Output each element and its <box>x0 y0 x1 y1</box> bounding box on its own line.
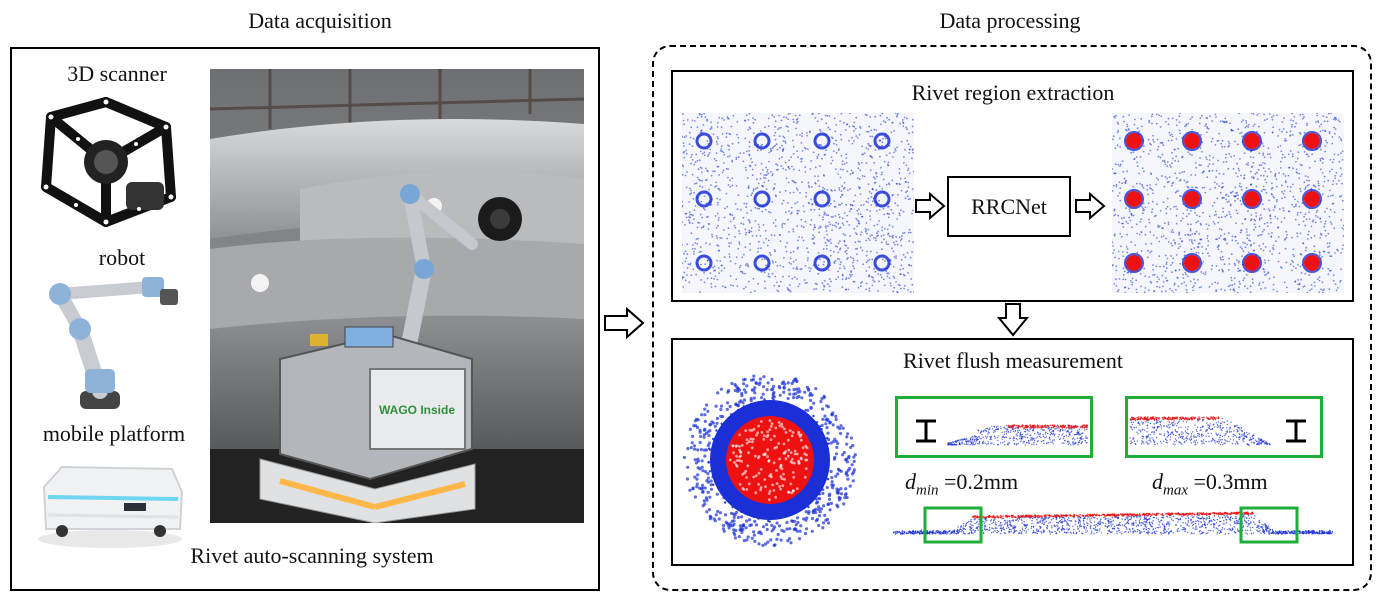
scanning-system-photo: WAGO Inside <box>210 69 584 523</box>
system-caption: Rivet auto-scanning system <box>190 543 434 568</box>
d-min-symbol: d <box>905 469 916 494</box>
d-min-value: =0.2mm <box>944 469 1019 494</box>
input-point-cloud <box>682 113 914 293</box>
d-max-value: =0.3mm <box>1193 469 1268 494</box>
rivet-top-view <box>682 374 857 548</box>
rrcnet-box: RRCNet <box>947 176 1071 237</box>
mobile-platform-image <box>38 465 184 548</box>
max-zoom-box <box>1125 396 1323 458</box>
rivet-cross-section <box>893 506 1333 544</box>
data-acquisition-title: Data acquisition <box>248 8 392 33</box>
d-min-label: dmin =0.2mm <box>905 469 1018 499</box>
data-processing-title: Data processing <box>939 8 1081 33</box>
arrow-from-network-icon <box>1075 192 1106 220</box>
measurement-title: Rivet flush measurement <box>903 348 1123 373</box>
arrow-to-network-icon <box>915 192 946 220</box>
extraction-title: Rivet region extraction <box>911 80 1115 105</box>
flow-arrow-down-icon <box>996 303 1030 337</box>
min-zoom-box <box>895 396 1093 458</box>
d-max-subscript: max <box>1163 482 1188 499</box>
d-min-subscript: min <box>916 482 939 499</box>
d-max-symbol: d <box>1152 469 1163 494</box>
output-point-cloud <box>1112 113 1344 293</box>
profile-zoom-right <box>1239 506 1299 544</box>
profile-zoom-left <box>923 506 983 544</box>
acquisition-panel: 3D scanner robot mobile platform <box>10 47 600 591</box>
scanner-image <box>41 97 176 227</box>
processing-panel <box>652 45 1372 591</box>
robot-label: robot <box>98 245 146 270</box>
wago-label: WAGO Inside <box>379 403 455 417</box>
extraction-panel: Rivet region extraction <box>671 70 1354 302</box>
d-max-label: dmax =0.3mm <box>1152 469 1268 499</box>
flow-arrow-right-icon <box>604 306 645 340</box>
robot-image <box>49 277 178 409</box>
scanner-label: 3D scanner <box>67 61 167 86</box>
platform-label: mobile platform <box>42 421 186 446</box>
measurement-panel: Rivet flush measurement <box>671 338 1354 566</box>
